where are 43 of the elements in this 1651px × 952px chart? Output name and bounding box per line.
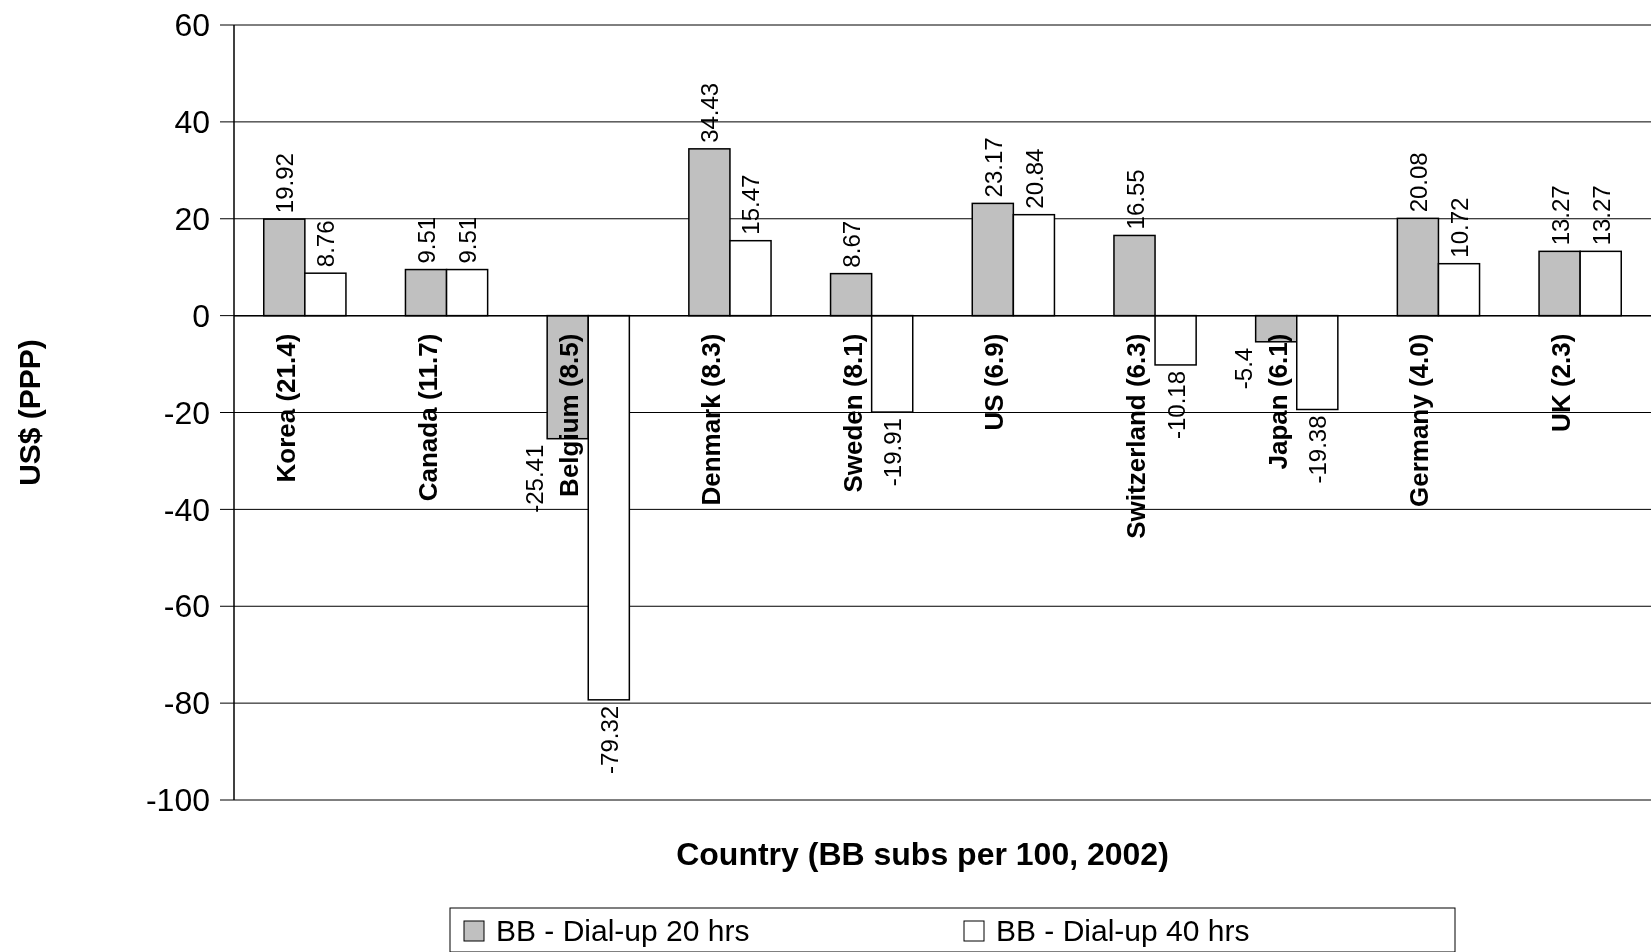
- data-label: -10.18: [1162, 370, 1190, 439]
- x-tick-label: Korea (21.4): [270, 333, 301, 483]
- data-label: 34.43: [696, 82, 724, 143]
- x-tick-label: Germany (4.0): [1404, 333, 1435, 508]
- data-label: -79.32: [595, 705, 623, 774]
- x-tick-label: Belgium (8.5): [554, 333, 585, 497]
- y-tick-label: -80: [163, 685, 210, 722]
- data-label: 19.92: [271, 153, 299, 214]
- data-label: -5.4: [1229, 347, 1257, 390]
- data-label: 16.55: [1121, 169, 1149, 230]
- data-label: 10.72: [1446, 197, 1473, 258]
- y-axis-title: US$ (PPP): [13, 339, 46, 486]
- legend-label: BB - Dial-up 40 hrs: [996, 914, 1250, 947]
- x-tick-label: Canada (11.7): [412, 333, 443, 502]
- data-label: 20.84: [1020, 148, 1048, 209]
- y-tick-label: 0: [192, 297, 210, 334]
- x-tick-label: UK (2.3): [1546, 333, 1577, 432]
- data-label: 15.47: [737, 174, 765, 235]
- data-label: -19.38: [1304, 415, 1332, 484]
- legend-label: BB - Dial-up 20 hrs: [496, 914, 750, 947]
- data-label: 8.76: [312, 220, 340, 268]
- x-tick-label: Switzerland (6.3): [1121, 333, 1152, 539]
- y-tick-label: -40: [163, 491, 210, 528]
- y-tick-label: -60: [163, 588, 210, 625]
- x-tick-label: US (6.9): [979, 333, 1010, 431]
- data-label: 8.67: [838, 220, 866, 268]
- data-label: 9.51: [413, 216, 440, 264]
- y-tick-label: 60: [174, 7, 210, 44]
- x-tick-label: Japan (6.1): [1262, 333, 1293, 470]
- data-label: -19.91: [879, 418, 907, 487]
- y-tick-label: 40: [174, 104, 210, 141]
- y-tick-label: 20: [174, 200, 210, 237]
- data-label: 13.27: [1546, 185, 1574, 246]
- y-tick-label: -100: [145, 782, 210, 819]
- x-axis-title: Country (BB subs per 100, 2002): [676, 836, 1169, 872]
- data-label: 13.27: [1587, 185, 1615, 246]
- data-label: -25.41: [521, 444, 549, 513]
- x-tick-label: Denmark (8.3): [695, 333, 726, 506]
- data-label: 20.08: [1404, 152, 1432, 213]
- data-label: 9.51: [454, 216, 482, 264]
- data-label: 23.17: [979, 137, 1007, 198]
- y-tick-label: -20: [163, 394, 210, 431]
- x-tick-label: Sweden (8.1): [837, 333, 868, 493]
